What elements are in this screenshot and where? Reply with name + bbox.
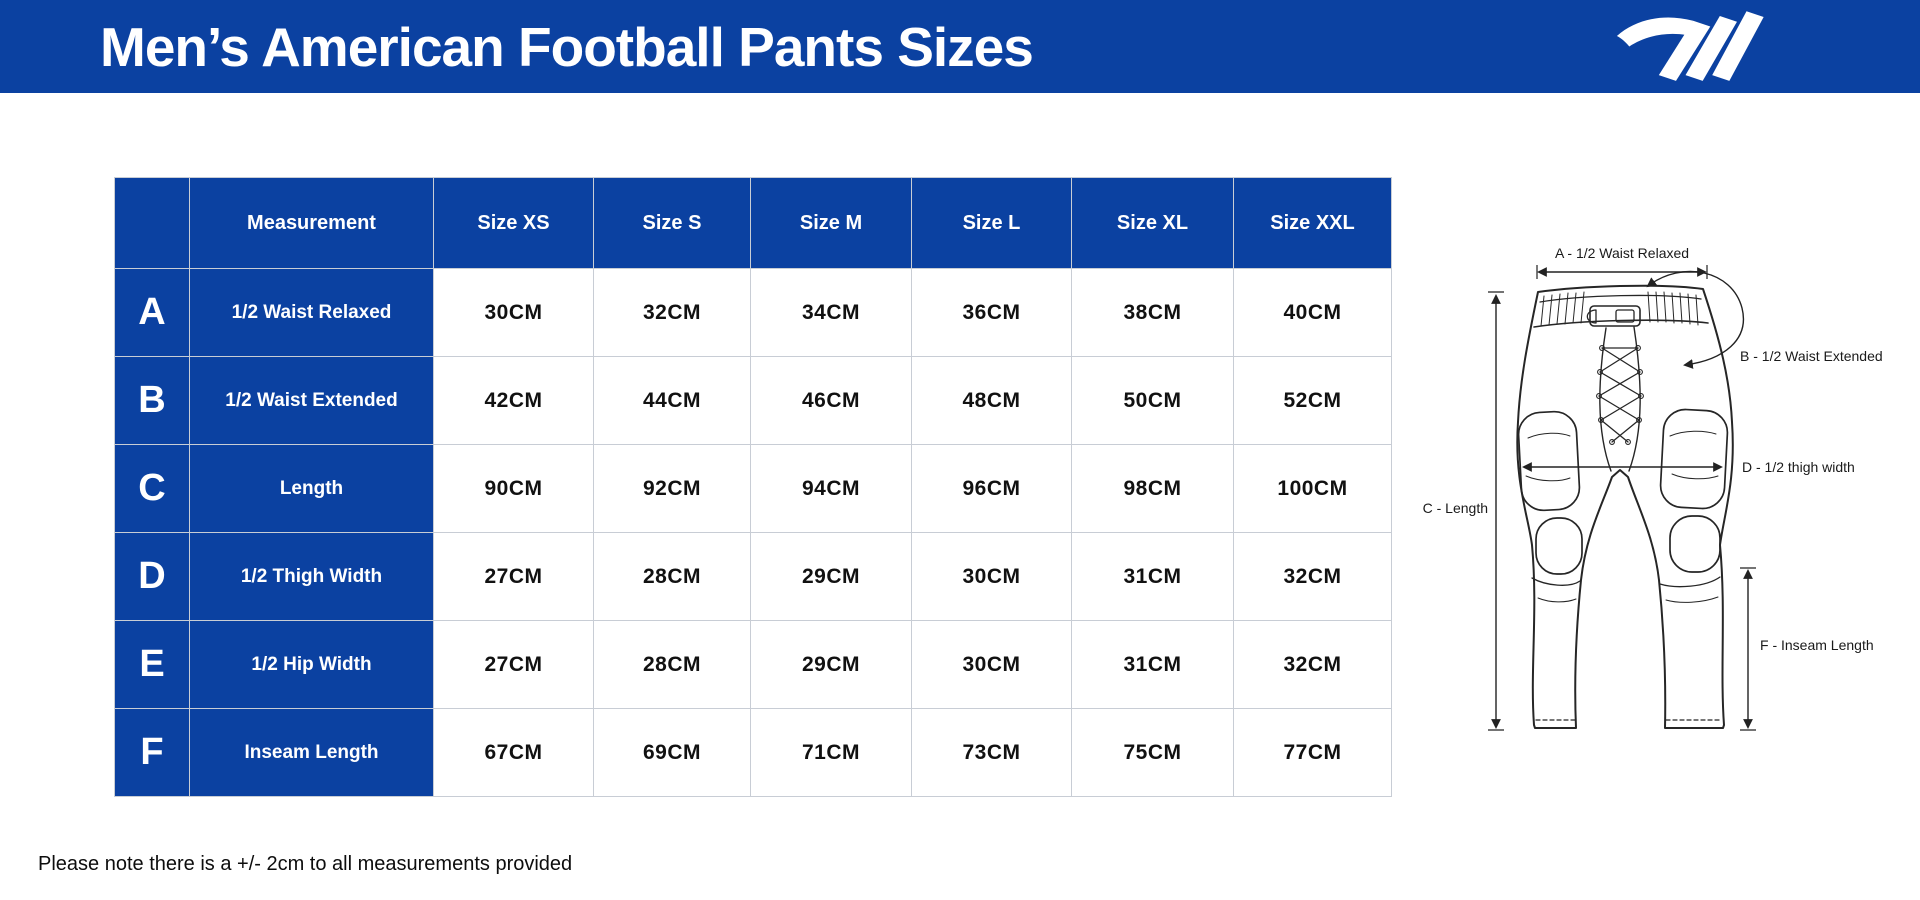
row-letter: E	[115, 621, 190, 709]
table-header-blank	[115, 178, 190, 269]
pants-measurement-diagram: A - 1/2 Waist Relaxed B - 1/2 Waist Exte…	[1420, 180, 1920, 800]
cell-value: 29CM	[751, 621, 912, 709]
cell-value: 77CM	[1234, 709, 1392, 797]
cell-value: 31CM	[1072, 533, 1234, 621]
cell-value: 73CM	[912, 709, 1072, 797]
label-a-waist-relaxed: A - 1/2 Waist Relaxed	[1555, 245, 1689, 261]
cell-value: 50CM	[1072, 357, 1234, 445]
cell-value: 27CM	[434, 533, 594, 621]
table-header-size-m: Size M	[751, 178, 912, 269]
arrow-b-waist-extended	[1646, 270, 1745, 369]
cell-value: 44CM	[594, 357, 751, 445]
cell-value: 75CM	[1072, 709, 1234, 797]
cell-value: 32CM	[1234, 533, 1392, 621]
diagram-labels: A - 1/2 Waist Relaxed B - 1/2 Waist Exte…	[1423, 245, 1883, 653]
cell-value: 94CM	[751, 445, 912, 533]
cell-value: 31CM	[1072, 621, 1234, 709]
brand-logo-icon	[1616, 10, 1764, 81]
measurement-arrows	[1488, 265, 1756, 731]
tolerance-note: Please note there is a +/- 2cm to all me…	[38, 853, 573, 875]
row-letter: F	[115, 709, 190, 797]
cell-value: 32CM	[1234, 621, 1392, 709]
cell-value: 28CM	[594, 621, 751, 709]
cell-value: 96CM	[912, 445, 1072, 533]
row-measurement: 1/2 Waist Relaxed	[190, 269, 434, 357]
table-header-size-s: Size S	[594, 178, 751, 269]
cell-value: 36CM	[912, 269, 1072, 357]
cell-value: 100CM	[1234, 445, 1392, 533]
cell-value: 92CM	[594, 445, 751, 533]
cell-value: 98CM	[1072, 445, 1234, 533]
cell-value: 30CM	[912, 533, 1072, 621]
label-c-length: C - Length	[1423, 500, 1488, 516]
cell-value: 32CM	[594, 269, 751, 357]
size-table: Measurement Size XS Size S Size M Size L…	[114, 177, 1392, 797]
cell-value: 48CM	[912, 357, 1072, 445]
cell-value: 71CM	[751, 709, 912, 797]
cell-value: 30CM	[434, 269, 594, 357]
cell-value: 28CM	[594, 533, 751, 621]
row-letter: B	[115, 357, 190, 445]
cell-value: 27CM	[434, 621, 594, 709]
cell-value: 42CM	[434, 357, 594, 445]
row-letter: A	[115, 269, 190, 357]
row-letter: C	[115, 445, 190, 533]
label-b-waist-extended: B - 1/2 Waist Extended	[1740, 348, 1883, 364]
cell-value: 90CM	[434, 445, 594, 533]
label-f-inseam-length: F - Inseam Length	[1760, 637, 1874, 653]
table-header-size-xl: Size XL	[1072, 178, 1234, 269]
label-d-thigh-width: D - 1/2 thigh width	[1742, 459, 1855, 475]
table-header-size-xs: Size XS	[434, 178, 594, 269]
cell-value: 52CM	[1234, 357, 1392, 445]
row-measurement: 1/2 Thigh Width	[190, 533, 434, 621]
cell-value: 40CM	[1234, 269, 1392, 357]
page-title: Men’s American Football Pants Sizes	[100, 15, 1034, 78]
table-header-size-l: Size L	[912, 178, 1072, 269]
cell-value: 67CM	[434, 709, 594, 797]
cell-value: 30CM	[912, 621, 1072, 709]
row-measurement: 1/2 Waist Extended	[190, 357, 434, 445]
cell-value: 46CM	[751, 357, 912, 445]
row-measurement: 1/2 Hip Width	[190, 621, 434, 709]
row-measurement: Length	[190, 445, 434, 533]
pants-drawing	[1516, 284, 1734, 729]
cell-value: 34CM	[751, 269, 912, 357]
row-letter: D	[115, 533, 190, 621]
cell-value: 38CM	[1072, 269, 1234, 357]
cell-value: 29CM	[751, 533, 912, 621]
header-bar: Men’s American Football Pants Sizes	[0, 0, 1920, 93]
table-header-size-xxl: Size XXL	[1234, 178, 1392, 269]
row-measurement: Inseam Length	[190, 709, 434, 797]
cell-value: 69CM	[594, 709, 751, 797]
table-header-measurement: Measurement	[190, 178, 434, 269]
